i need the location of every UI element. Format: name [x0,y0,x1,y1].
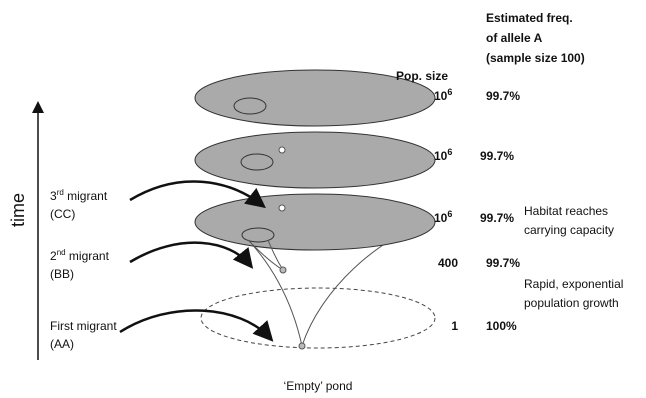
migrant-label: 2nd migrant [50,248,110,263]
freq-header: (sample size 100) [486,51,585,65]
genotype: (AA) [50,337,74,351]
pond [195,194,435,250]
pop-base: 10 [434,211,448,225]
pop-base: 10 [434,149,448,163]
freq-header: of allele A [486,31,543,45]
annotation: Rapid, exponential [524,277,623,291]
pop-size: 1 [451,319,458,333]
ordinal-suffix: rd [57,188,64,197]
allele-freq: 99.7% [480,211,514,225]
allele-freq: 99.7% [480,149,514,163]
pop-exp: 6 [447,87,452,97]
annotation: carrying capacity [524,223,614,237]
pop-size: 400 [438,256,458,270]
migrant-dot [279,205,285,211]
migrant-word: migrant [64,189,108,203]
migrant-dot [279,147,285,153]
migrant-dot [280,267,286,273]
diagram: time Pop. size Estimated freq. of allele… [0,0,646,398]
migrant-arrow [120,310,270,338]
pop-exp: 6 [447,209,452,219]
ordinal-suffix: nd [57,248,66,257]
pop-exp: 6 [447,147,452,157]
migrant-label: 3rd migrant [50,188,108,203]
migrant-arrow [130,243,250,265]
pop-size: 106 [434,147,452,163]
allele-freq: 99.7% [486,256,520,270]
pond [195,132,435,188]
freq-header: Estimated freq. [486,11,573,25]
pop-size: 106 [434,87,452,103]
genotype: (CC) [50,207,75,221]
migrant-dot [299,343,305,349]
annotation: population growth [524,296,619,310]
annotation: Habitat reaches [524,204,608,218]
footer: ‘Empty’ pond [284,379,353,393]
allele-freq: 100% [486,319,517,333]
pop-base: 10 [434,89,448,103]
pop-size-header: Pop. size [396,69,448,83]
pop-size: 106 [434,209,452,225]
migrant-word: migrant [66,249,110,263]
allele-freq: 99.7% [486,89,520,103]
migrant-label: First migrant [50,319,117,333]
genotype: (BB) [50,267,74,281]
time-label: time [8,193,28,227]
